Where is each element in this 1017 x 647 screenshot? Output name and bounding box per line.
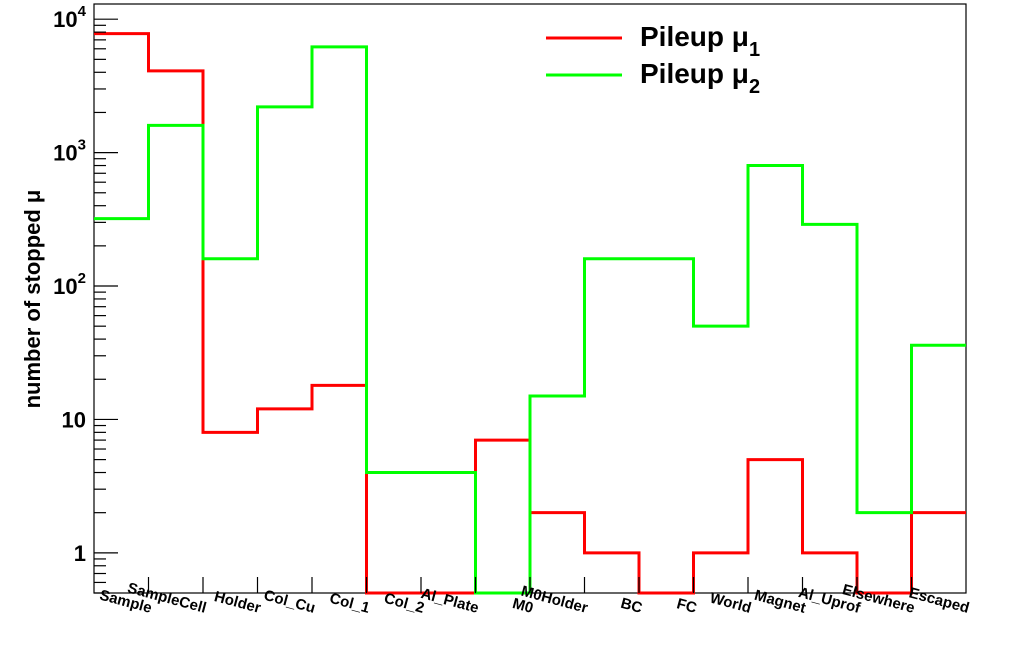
y-tick-base: 10 bbox=[53, 7, 77, 32]
x-tick-label: FC bbox=[675, 595, 699, 617]
legend-label-1: Pileup μ1 bbox=[640, 21, 760, 61]
y-tick-label: 1 bbox=[74, 541, 86, 566]
legend-label-subscript: 1 bbox=[749, 39, 760, 61]
y-tick-label: 102 bbox=[53, 270, 86, 299]
y-tick-label: 103 bbox=[53, 137, 86, 166]
y-tick-exponent: 2 bbox=[78, 270, 86, 287]
series-layer bbox=[94, 32, 966, 595]
series-line-2 bbox=[94, 45, 966, 595]
legend-label-subscript: 2 bbox=[749, 76, 760, 98]
y-tick-base: 10 bbox=[53, 141, 77, 166]
legend-label-main: Pileup μ bbox=[640, 21, 749, 52]
y-tick-exponent: 4 bbox=[78, 3, 87, 20]
y-axis-title: number of stopped μ bbox=[20, 190, 45, 409]
legend-label-2: Pileup μ2 bbox=[640, 58, 760, 98]
legend-label-main: Pileup μ bbox=[640, 58, 749, 89]
x-tick-label: M0 bbox=[511, 595, 536, 617]
y-tick-base: 10 bbox=[53, 274, 77, 299]
x-tick-label: BC bbox=[619, 595, 644, 617]
y-tick-exponent: 3 bbox=[78, 137, 86, 154]
y-tick-label: 10 bbox=[62, 407, 86, 432]
y-tick-label: 104 bbox=[53, 3, 86, 32]
